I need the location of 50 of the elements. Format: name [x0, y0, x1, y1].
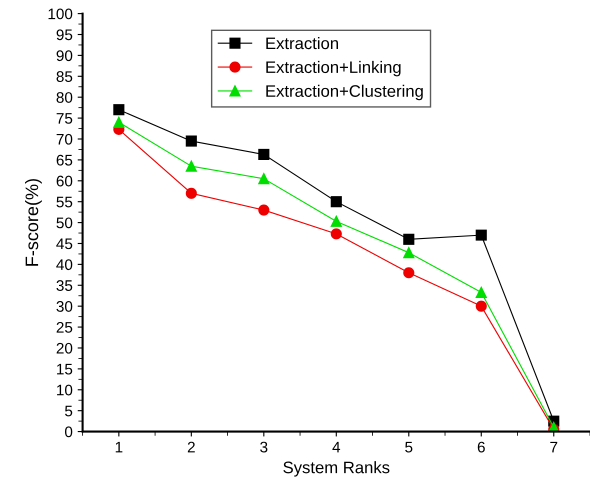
y-tick-label: 90 — [56, 50, 72, 62]
x-tick-label: 1 — [116, 442, 122, 452]
y-tick-label: 30 — [56, 301, 72, 312]
legend-label: Extraction — [266, 36, 338, 50]
y-tick-label: 50 — [56, 217, 72, 228]
y-axis-title: F-score(%) — [25, 179, 42, 266]
y-tick-label: 80 — [56, 92, 72, 103]
y-tick-label: 85 — [56, 71, 72, 82]
y-tick-label: 15 — [57, 364, 72, 375]
y-tick-label: 100 — [48, 8, 72, 20]
point — [113, 116, 124, 128]
x-tick-label: 5 — [405, 442, 412, 453]
x-axis-title: System Ranks — [283, 461, 390, 477]
point — [330, 216, 342, 227]
point — [330, 228, 342, 240]
legend-label: Extraction+Clustering — [266, 84, 423, 100]
y-tick-label: 20 — [56, 342, 72, 354]
y-tick-label: 65 — [56, 154, 72, 166]
y-tick-label: 70 — [56, 134, 72, 145]
y-tick-label: 5 — [64, 406, 72, 416]
point — [258, 204, 270, 216]
point — [403, 234, 414, 245]
y-tick-label: 10 — [57, 384, 72, 396]
point — [476, 230, 487, 241]
legend-label: Extraction+Linking — [266, 60, 401, 76]
y-tick-label: 40 — [56, 259, 72, 270]
y-tick-label: 55 — [56, 196, 72, 208]
x-tick-label: 3 — [260, 442, 268, 453]
point — [186, 188, 197, 199]
x-tick-label: 7 — [550, 442, 558, 452]
x-tick-label: 2 — [188, 442, 195, 452]
y-tick-label: 60 — [56, 176, 72, 186]
point — [403, 267, 414, 278]
point — [113, 104, 124, 116]
y-tick-label: 95 — [56, 29, 72, 40]
point — [403, 247, 414, 258]
point — [330, 196, 342, 208]
y-tick-label: 25 — [56, 322, 72, 333]
point — [476, 286, 487, 298]
y-tick-label: 35 — [56, 280, 72, 291]
y-tick-label: 75 — [56, 113, 72, 124]
y-tick-label: 0 — [64, 426, 72, 438]
x-tick-label: 4 — [332, 442, 340, 452]
point — [476, 300, 487, 312]
point — [258, 173, 270, 184]
point — [186, 160, 197, 172]
y-tick-label: 45 — [56, 238, 72, 250]
point — [186, 136, 197, 147]
x-tick-label: 6 — [478, 442, 485, 453]
point — [258, 148, 270, 160]
